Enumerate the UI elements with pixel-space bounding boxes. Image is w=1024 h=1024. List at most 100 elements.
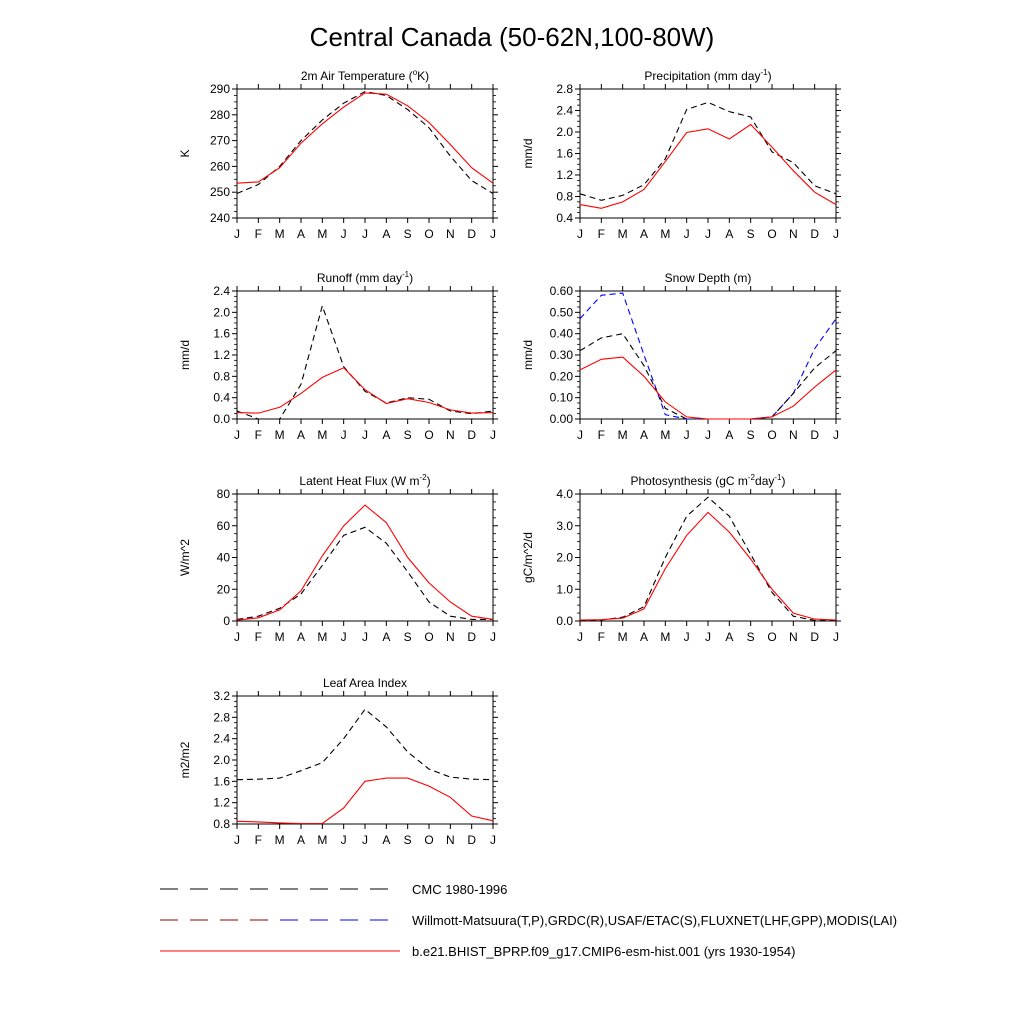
x-tick-label: N — [789, 630, 798, 644]
y-tick-label: 2.0 — [556, 551, 573, 565]
x-tick-label: S — [747, 428, 755, 442]
title-superscript: -2 — [419, 473, 427, 482]
y-tick-label: 0.8 — [556, 190, 573, 204]
title-text: Precipitation (mm day — [644, 69, 760, 83]
x-tick-label: J — [833, 227, 839, 241]
x-tick-label: J — [705, 630, 711, 644]
y-tick-label: 0.10 — [550, 391, 574, 405]
x-tick-label: M — [275, 833, 285, 847]
x-tick-label: D — [467, 833, 476, 847]
y-tick-label: 1.2 — [213, 348, 230, 362]
chart-panel-7: Leaf Area Index 0.8 1.2 1.6 2.0 2.4 2.8 3.2 m2/m… — [178, 676, 498, 847]
title-text: K) — [417, 69, 429, 83]
series-line-model — [579, 123, 837, 209]
y-axis-label: K — [178, 149, 192, 157]
x-tick-label: A — [640, 227, 648, 241]
x-tick-label: O — [767, 630, 776, 644]
x-tick-label: F — [255, 428, 262, 442]
x-tick-label: J — [341, 630, 347, 644]
y-tick-label: 1.2 — [556, 168, 573, 182]
x-tick-label: D — [810, 227, 819, 241]
x-tick-label: D — [810, 630, 819, 644]
x-tick-label: A — [297, 428, 305, 442]
y-tick-label: 3.0 — [556, 519, 573, 533]
x-tick-label: D — [467, 630, 476, 644]
y-axis-label: W/m^2 — [178, 539, 192, 576]
x-tick-label: S — [747, 630, 755, 644]
x-tick-label: J — [234, 630, 240, 644]
y-tick-label: 0.0 — [213, 412, 230, 426]
x-tick-label: S — [404, 630, 412, 644]
x-tick-label: A — [297, 833, 305, 847]
plot-frame — [236, 290, 494, 420]
x-tick-label: O — [424, 630, 433, 644]
y-tick-label: 250 — [210, 185, 230, 199]
x-tick-label: M — [317, 428, 327, 442]
plot-frame — [236, 493, 494, 622]
y-tick-label: 1.2 — [213, 796, 230, 810]
x-tick-label: F — [255, 833, 262, 847]
title-superscript: -1 — [760, 68, 768, 77]
title-text: ) — [409, 271, 413, 285]
series-line-obs_snow — [579, 292, 837, 420]
title-text: ) — [782, 474, 786, 488]
x-tick-label: F — [598, 630, 605, 644]
x-tick-label: M — [618, 227, 628, 241]
y-tick-label: 2.4 — [556, 104, 573, 118]
x-tick-label: D — [810, 428, 819, 442]
y-tick-label: 280 — [210, 108, 230, 122]
x-tick-label: J — [577, 630, 583, 644]
x-tick-label: A — [725, 428, 733, 442]
title-text: ) — [768, 69, 772, 83]
x-tick-label: F — [255, 630, 262, 644]
x-tick-label: S — [404, 833, 412, 847]
y-tick-label: 240 — [210, 211, 230, 225]
y-tick-label: 4.0 — [556, 487, 573, 501]
y-tick-label: 0.40 — [550, 327, 574, 341]
title-text: Leaf Area Index — [323, 676, 407, 690]
y-tick-label: 60 — [217, 519, 231, 533]
x-tick-label: M — [660, 630, 670, 644]
chart-panel-5: Latent Heat Flux (W m-2) 0 20 40 60 80 W/m^2 J F… — [178, 473, 498, 644]
x-tick-label: J — [341, 227, 347, 241]
series-line-obs — [236, 526, 493, 620]
y-tick-label: 2.8 — [556, 82, 573, 96]
x-tick-label: A — [297, 630, 305, 644]
series-line-cmc — [579, 333, 837, 420]
x-tick-label: J — [341, 833, 347, 847]
panel-title: Latent Heat Flux (W m-2) — [299, 473, 430, 488]
x-tick-label: O — [767, 227, 776, 241]
chart-panels: 2m Air Temperature (oK)24025026027028029… — [178, 68, 841, 847]
x-tick-label: M — [275, 630, 285, 644]
x-tick-label: J — [833, 630, 839, 644]
x-tick-label: A — [640, 630, 648, 644]
x-tick-label: J — [490, 428, 496, 442]
y-tick-label: 2.4 — [213, 732, 230, 746]
series-line-obs — [579, 496, 836, 621]
y-tick-label: 3.2 — [213, 689, 230, 703]
x-tick-label: J — [705, 428, 711, 442]
x-tick-label: J — [490, 833, 496, 847]
y-tick-label: 0.8 — [213, 817, 230, 831]
x-tick-label: O — [424, 833, 433, 847]
x-tick-label: M — [275, 428, 285, 442]
chart-panel-2: Precipitation (mm day-1) 0.4 0.8 1.2 1.6 2.0 2… — [521, 68, 841, 241]
x-tick-label: J — [705, 227, 711, 241]
title-superscript: -1 — [402, 270, 410, 279]
y-tick-label: 1.6 — [213, 327, 230, 341]
x-tick-label: A — [382, 630, 390, 644]
legend: CMC 1980-1996 Willmott-Matsuura(T,P),GRDC… — [160, 882, 897, 959]
y-tick-label: 40 — [217, 551, 231, 565]
x-tick-label: F — [598, 227, 605, 241]
legend-item: Willmott-Matsuura(T,P),GRDC(R),USAF/ETAC… — [160, 913, 897, 928]
x-tick-label: J — [577, 227, 583, 241]
series-line-model — [579, 356, 837, 420]
series-line-obs — [579, 101, 837, 201]
y-tick-label: 2.0 — [213, 753, 230, 767]
x-tick-label: M — [275, 227, 285, 241]
y-tick-label: 80 — [217, 487, 231, 501]
x-tick-label: A — [382, 428, 390, 442]
series-line-model — [236, 92, 494, 184]
legend-label: Willmott-Matsuura(T,P),GRDC(R),USAF/ETAC… — [412, 913, 897, 928]
title-superscript: -1 — [774, 473, 782, 482]
